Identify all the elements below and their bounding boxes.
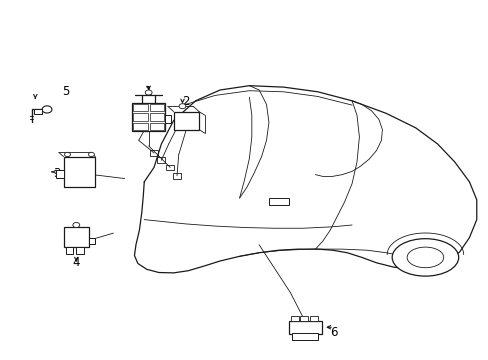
FancyBboxPatch shape (300, 316, 308, 321)
FancyBboxPatch shape (173, 173, 181, 179)
Circle shape (64, 152, 70, 157)
Text: 1: 1 (144, 85, 152, 98)
FancyBboxPatch shape (150, 123, 164, 130)
Circle shape (179, 104, 185, 109)
FancyBboxPatch shape (34, 109, 42, 114)
FancyBboxPatch shape (89, 238, 95, 244)
FancyBboxPatch shape (132, 103, 165, 131)
FancyBboxPatch shape (288, 321, 321, 334)
FancyBboxPatch shape (290, 316, 298, 321)
Text: 5: 5 (61, 85, 69, 98)
Text: 3: 3 (53, 167, 61, 180)
FancyBboxPatch shape (133, 123, 147, 130)
Ellipse shape (391, 239, 458, 276)
FancyBboxPatch shape (166, 165, 174, 170)
Text: 6: 6 (329, 327, 337, 339)
FancyBboxPatch shape (268, 198, 288, 205)
FancyBboxPatch shape (157, 157, 165, 163)
FancyBboxPatch shape (150, 113, 164, 121)
FancyBboxPatch shape (133, 113, 147, 121)
FancyBboxPatch shape (150, 150, 158, 156)
Circle shape (88, 152, 94, 157)
FancyBboxPatch shape (56, 170, 63, 178)
Ellipse shape (407, 247, 443, 268)
FancyBboxPatch shape (173, 112, 199, 130)
Circle shape (42, 106, 52, 113)
Text: 4: 4 (72, 256, 80, 269)
FancyBboxPatch shape (63, 157, 95, 187)
FancyBboxPatch shape (292, 333, 317, 340)
FancyBboxPatch shape (150, 104, 164, 111)
FancyBboxPatch shape (133, 104, 147, 111)
Circle shape (73, 222, 80, 228)
FancyBboxPatch shape (65, 247, 73, 254)
FancyBboxPatch shape (63, 227, 89, 247)
FancyBboxPatch shape (76, 247, 84, 254)
FancyBboxPatch shape (309, 316, 317, 321)
FancyBboxPatch shape (165, 115, 171, 123)
Circle shape (145, 90, 152, 95)
Text: 2: 2 (182, 95, 190, 108)
